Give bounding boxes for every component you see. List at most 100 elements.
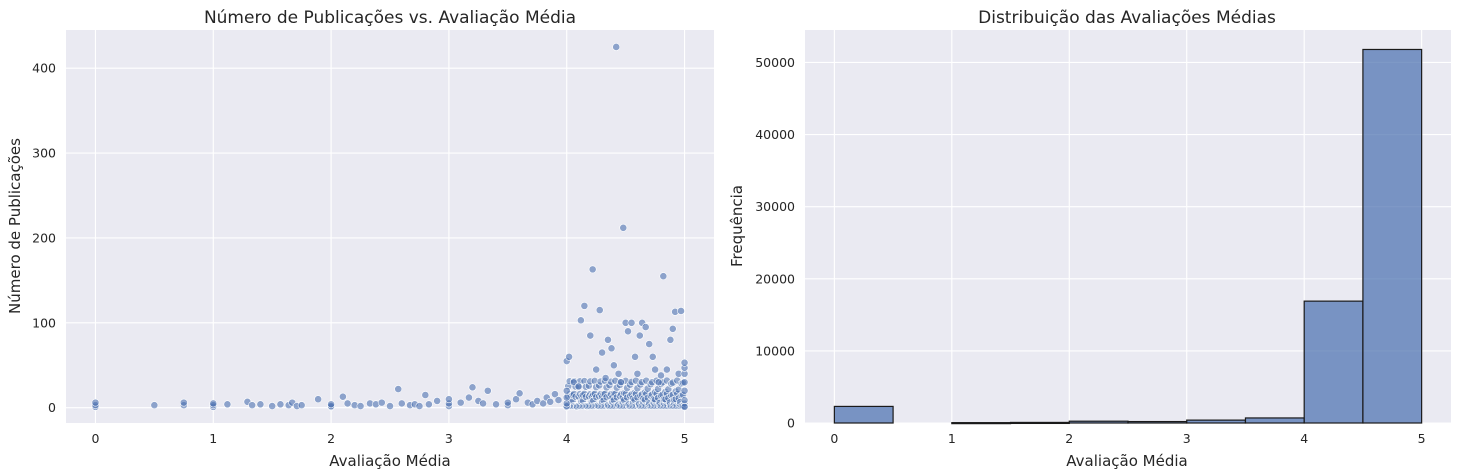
scatter-point (601, 374, 610, 382)
scatter-point (327, 400, 335, 409)
scatter-point (565, 352, 573, 361)
scatter-point (343, 399, 352, 408)
scatter-y-ticks: 0 100 200 300 400 (32, 61, 56, 416)
scatter-point (680, 386, 689, 395)
scatter-point (468, 383, 477, 392)
scatter-point (592, 365, 601, 374)
scatter-point (515, 389, 524, 398)
scatter-x-tick-label: 2 (327, 431, 335, 446)
histogram-bar (1244, 417, 1305, 424)
scatter-point (554, 396, 563, 404)
histogram-x-tick-label: 1 (948, 431, 956, 446)
scatter-point (645, 340, 654, 348)
scatter-point (574, 382, 583, 391)
scatter-point (657, 371, 665, 380)
histogram-x-tick-label: 2 (1065, 431, 1073, 446)
scatter-point (595, 306, 604, 315)
scatter-point (397, 399, 406, 408)
histogram-bar (1186, 419, 1247, 424)
histogram-panel: 0 1 2 3 4 5 0 10000 20000 30000 40000 50000 Distri… (728, 8, 1451, 470)
scatter-point (633, 369, 642, 378)
histogram-x-tick-label: 4 (1300, 431, 1308, 446)
scatter-y-label: Número de Publicações (6, 138, 24, 314)
scatter-point (424, 400, 433, 409)
scatter-point (223, 400, 232, 409)
scatter-plot-area (66, 30, 714, 423)
scatter-points (91, 43, 689, 411)
histogram-bar (1303, 300, 1364, 424)
scatter-point (445, 395, 453, 404)
scatter-y-tick-label: 100 (32, 315, 56, 330)
histogram-bar (951, 422, 1012, 425)
scatter-point (256, 400, 265, 409)
scatter-point (619, 223, 628, 232)
histogram-title: Distribuição das Avaliações Médias (978, 8, 1276, 28)
scatter-point (394, 385, 403, 393)
scatter-point (586, 331, 595, 340)
scatter-x-label: Avaliação Média (329, 452, 450, 470)
scatter-point (356, 402, 365, 410)
scatter-point (588, 265, 597, 274)
scatter-title: Número de Publicações vs. Avaliação Médi… (204, 8, 576, 28)
scatter-x-tick-label: 5 (681, 431, 689, 446)
histogram-y-tick-label: 50000 (755, 55, 795, 70)
scatter-point (680, 378, 689, 387)
scatter-point (635, 331, 644, 340)
scatter-point (546, 397, 555, 406)
scatter-point (677, 307, 685, 315)
scatter-point (297, 401, 306, 410)
scatter-point (617, 378, 625, 387)
scatter-point (479, 399, 487, 408)
scatter-point (562, 386, 571, 395)
scatter-x-tick-label: 1 (209, 431, 217, 446)
scatter-point (456, 398, 465, 407)
scatter-x-tick-label: 4 (563, 431, 571, 446)
scatter-point (492, 400, 500, 409)
histogram-bar (833, 405, 894, 424)
scatter-point (648, 352, 657, 361)
scatter-point (612, 43, 621, 51)
scatter-point (668, 324, 677, 333)
scatter-point (433, 397, 442, 405)
histogram-x-tick-label: 3 (1183, 431, 1191, 446)
histogram-y-tick-label: 40000 (755, 127, 795, 142)
scatter-point (666, 335, 675, 344)
histogram-y-tick-label: 30000 (755, 199, 795, 214)
scatter-point (598, 348, 606, 357)
histogram-bars (833, 48, 1423, 425)
histogram-x-tick-label: 5 (1418, 431, 1426, 446)
scatter-x-ticks: 0 1 2 3 4 5 (91, 431, 688, 446)
scatter-y-tick-label: 0 (48, 400, 56, 415)
scatter-point (268, 402, 277, 410)
scatter-point (483, 386, 492, 395)
histogram-bar (1127, 420, 1188, 424)
scatter-point (607, 344, 616, 353)
scatter-point (150, 401, 159, 410)
scatter-point (421, 391, 430, 399)
scatter-point (179, 398, 188, 407)
histogram-x-label: Avaliação Média (1066, 452, 1187, 470)
scatter-point (580, 301, 589, 310)
scatter-point (624, 327, 632, 336)
scatter-point (654, 378, 663, 387)
scatter-point (551, 390, 559, 399)
scatter-point (631, 352, 639, 361)
scatter-point (576, 316, 585, 325)
scatter-point (248, 401, 257, 410)
scatter-point (609, 361, 618, 370)
scatter-y-tick-label: 200 (32, 230, 56, 245)
scatter-point (662, 365, 671, 374)
scatter-y-tick-label: 300 (32, 146, 56, 161)
histogram-bar (1068, 420, 1129, 424)
scatter-x-tick-label: 0 (91, 431, 99, 446)
scatter-point (276, 400, 285, 409)
scatter-point (91, 398, 100, 407)
histogram-bar (1009, 421, 1070, 425)
scatter-point (641, 323, 650, 331)
scatter-point (651, 365, 659, 374)
histogram-y-ticks: 0 10000 20000 30000 40000 50000 (755, 55, 795, 431)
scatter-point (465, 393, 473, 402)
scatter-point (377, 398, 386, 407)
scatter-point (209, 399, 218, 408)
histogram-y-label: Frequência (728, 185, 746, 267)
